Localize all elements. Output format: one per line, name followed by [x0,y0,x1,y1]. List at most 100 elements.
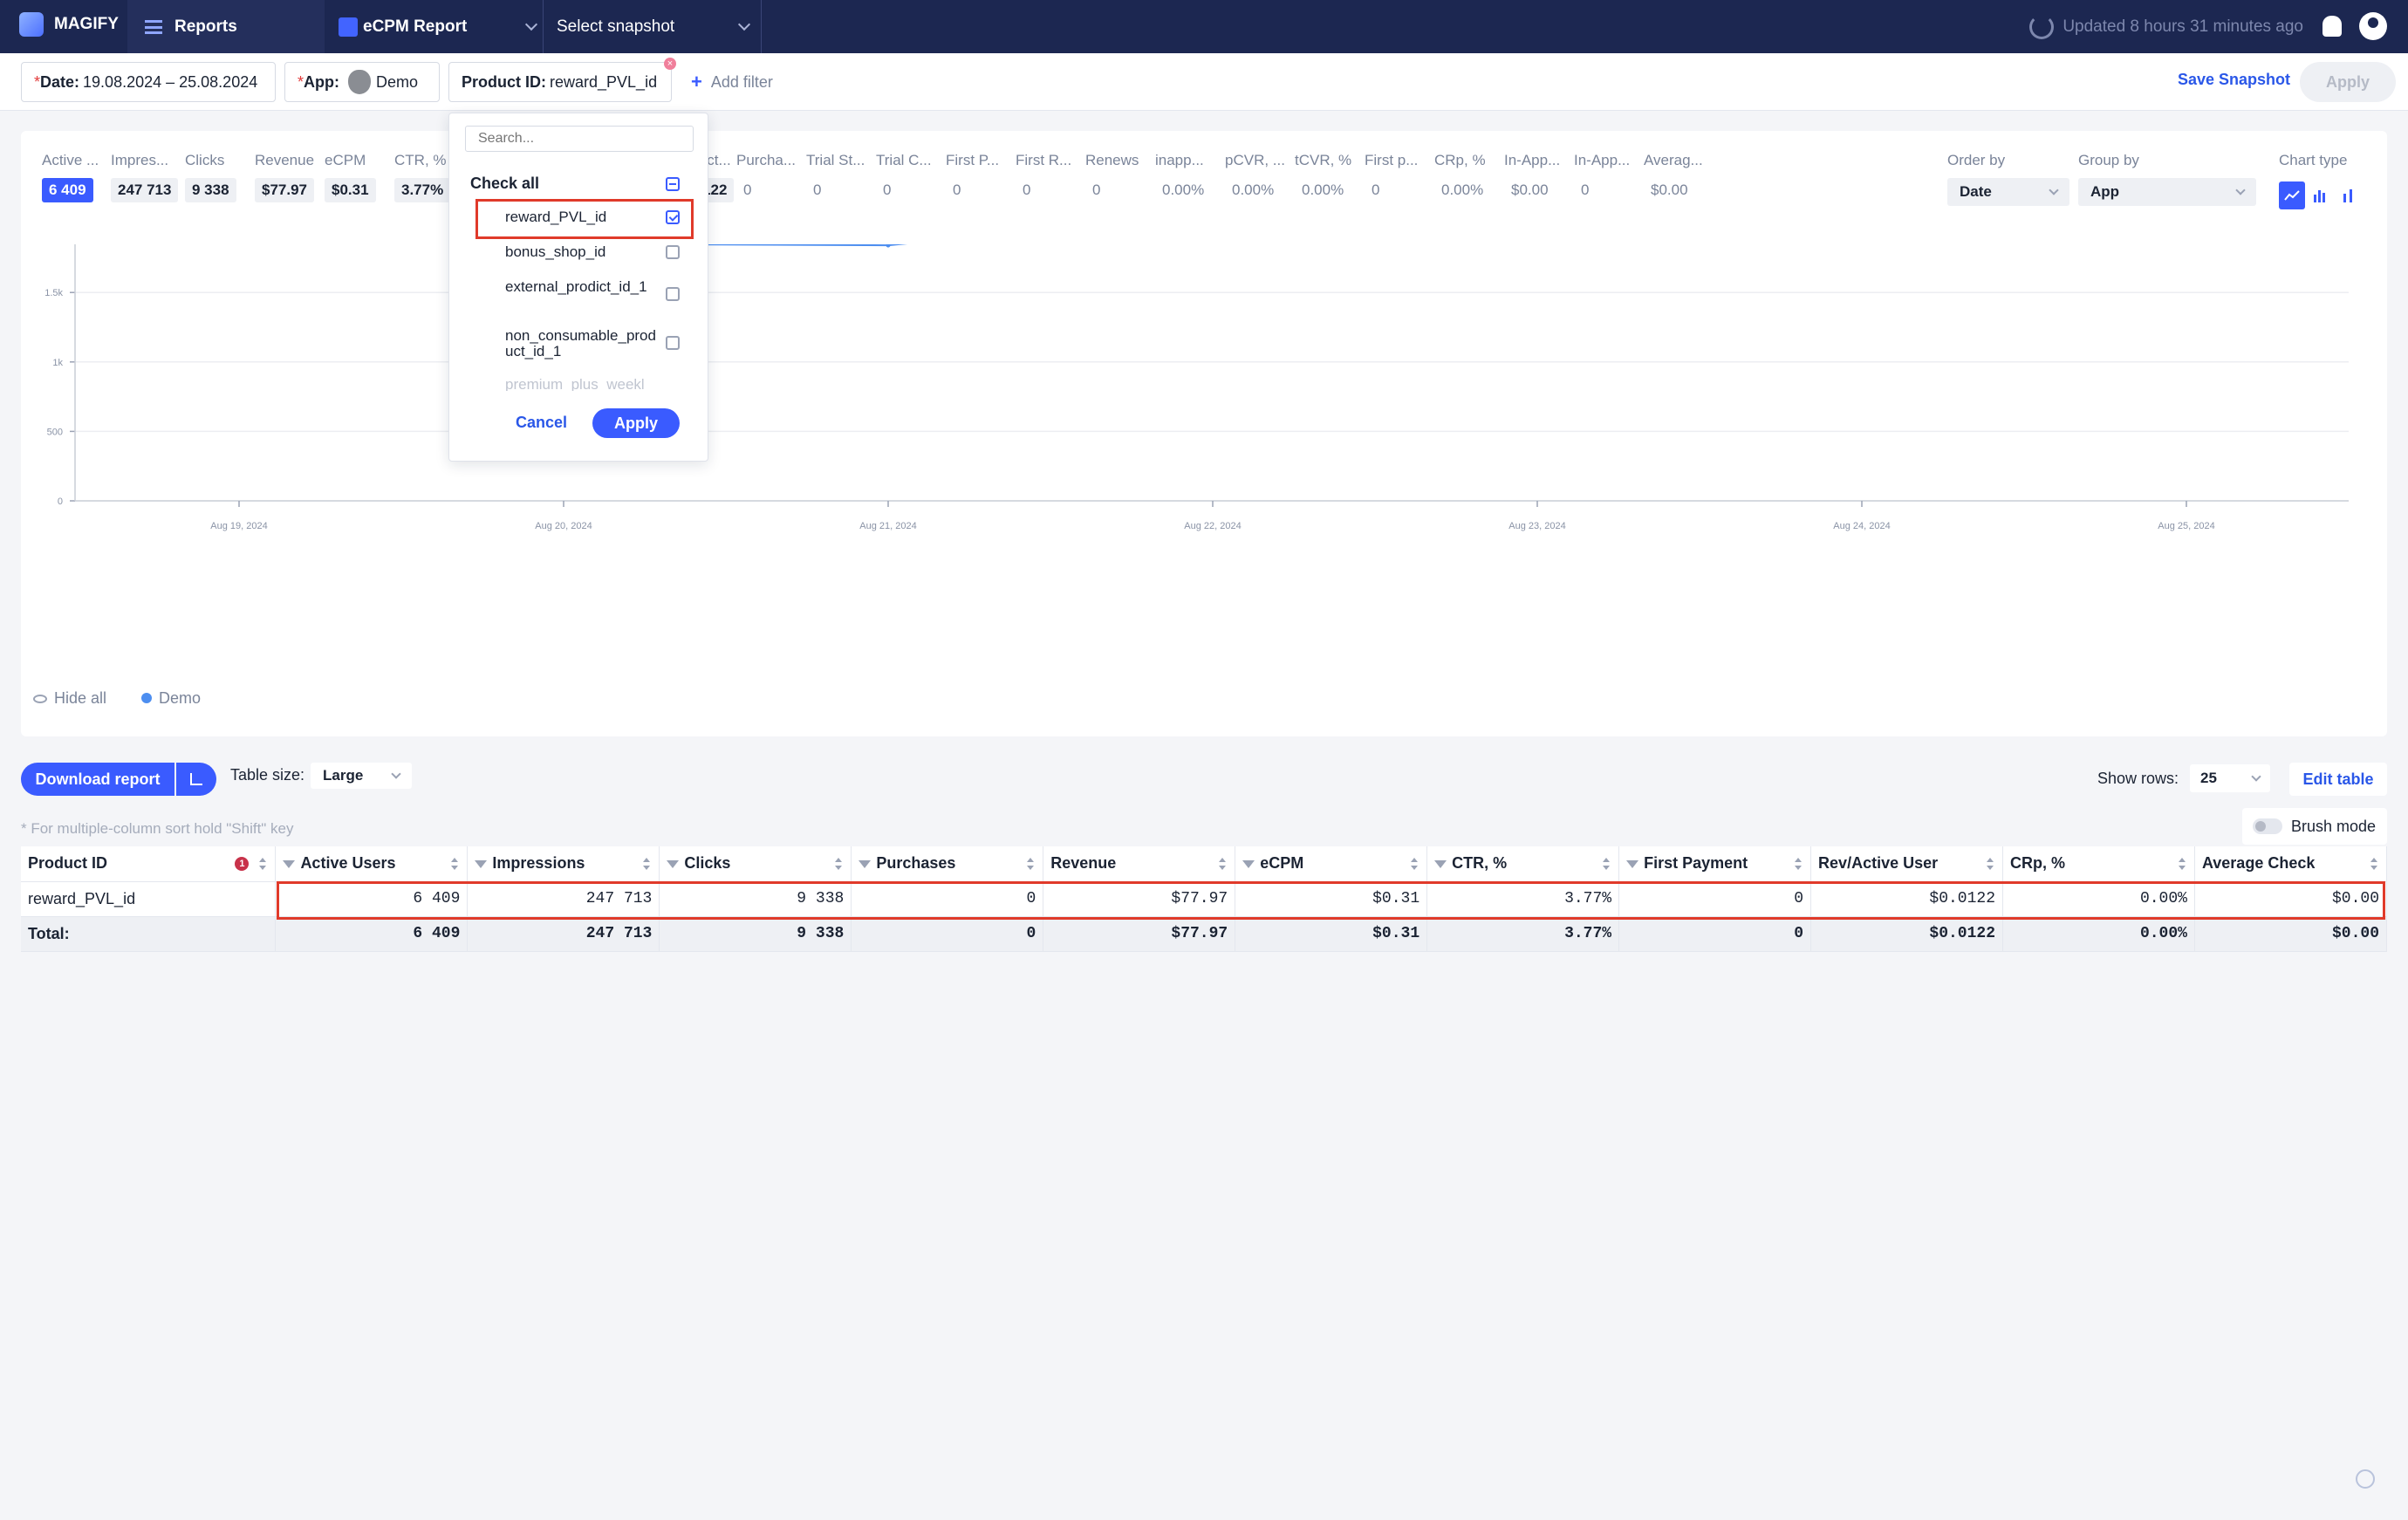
metric-10[interactable]: Purcha... 0 [736,152,806,202]
option-label[interactable]: external_prodict_id_1 [505,278,647,295]
metric-5[interactable]: CTR, % 3.77% [394,152,464,202]
metric-12[interactable]: Trial C... 0 [876,152,946,202]
bar-chart-button[interactable] [2307,181,2333,209]
column-header[interactable]: Active Users [275,846,469,882]
stacked-bar-button[interactable] [2335,181,2361,209]
metric-0[interactable]: Active ... 6 409 [42,152,112,202]
save-snapshot-button[interactable]: Save Snapshot [2178,71,2291,88]
column-header[interactable]: Impressions [467,846,660,882]
column-header[interactable]: Purchases [851,846,1044,882]
metric-16[interactable]: inapp... 0.00% [1155,152,1225,202]
snapshot-selector[interactable]: Select snapshot [544,0,761,53]
column-header[interactable]: Clicks [659,846,852,882]
column-label: Clicks [684,854,731,873]
sort-icon[interactable] [259,858,267,870]
check-all-label[interactable]: Check all [470,175,540,192]
option-checkbox[interactable] [666,210,680,224]
metric-19[interactable]: First p... 0 [1365,152,1434,202]
filter-icon[interactable] [475,860,488,868]
date-filter[interactable]: * Date: 19.08.2024 – 25.08.2024 [21,62,276,102]
metric-4[interactable]: eCPM $0.31 [325,152,394,202]
x-tick-label: Aug 22, 2024 [1184,521,1241,531]
metric-13[interactable]: First P... 0 [946,152,1016,202]
sort-icon[interactable] [2370,858,2377,870]
hide-all-button[interactable]: Hide all [33,689,106,708]
filter-icon[interactable] [283,860,296,868]
chevron-down-icon [737,17,751,31]
sort-icon[interactable] [1795,858,1803,870]
sort-icon[interactable] [643,858,651,870]
option-label[interactable]: non_consumable_product_id_1 [505,327,656,359]
popup-apply-button[interactable]: Apply [592,408,680,438]
toggle-switch[interactable] [2253,818,2282,834]
download-options-button[interactable] [176,763,216,796]
table-cell: $0.0122 [1810,916,2004,952]
filter-icon[interactable] [1626,860,1639,868]
settings-circle-icon[interactable] [2356,1469,2375,1489]
metric-18[interactable]: tCVR, % 0.00% [1295,152,1365,202]
column-header[interactable]: First Payment [1618,846,1812,882]
user-avatar-icon[interactable] [2359,12,2387,40]
refresh-icon[interactable] [2029,14,2055,39]
sort-icon[interactable] [1027,858,1035,870]
metric-21[interactable]: In-App... $0.00 [1504,152,1574,202]
column-header[interactable]: Average Check [2194,846,2388,882]
sort-icon[interactable] [835,858,843,870]
metric-2[interactable]: Clicks 9 338 [185,152,255,202]
metric-20[interactable]: CRp, % 0.00% [1434,152,1504,202]
sort-icon[interactable] [1219,858,1227,870]
popup-search-input[interactable] [465,126,694,152]
metric-22[interactable]: In-App... 0 [1574,152,1644,202]
metric-11[interactable]: Trial St... 0 [806,152,876,202]
download-report-button[interactable]: Download report [21,763,174,796]
sort-icon[interactable] [1603,858,1611,870]
remove-filter-icon[interactable]: × [664,58,676,70]
report-selector[interactable]: eCPM Report [339,0,543,53]
metric-1[interactable]: Impres... 247 713 [111,152,181,202]
metric-14[interactable]: First R... 0 [1016,152,1085,202]
metric-15[interactable]: Renews 0 [1085,152,1155,202]
option-checkbox[interactable] [666,287,680,301]
line-chart-button[interactable] [2279,181,2305,209]
popup-cancel-button[interactable]: Cancel [516,414,568,431]
sort-icon[interactable] [1987,858,1994,870]
sort-icon[interactable] [451,858,459,870]
option-label[interactable]: bonus_shop_id [505,243,606,260]
option-checkbox[interactable] [666,336,680,350]
brand-logo[interactable]: MAGIFY [19,12,119,37]
app-filter[interactable]: * App: Demo [284,62,440,102]
filter-icon[interactable] [667,860,680,868]
option-label[interactable]: reward_PVL_id [505,209,607,225]
column-label: Rev/Active User [1818,854,1939,873]
column-header[interactable]: Rev/Active User [1810,846,2004,882]
filter-icon[interactable] [1242,860,1255,868]
column-header[interactable]: Revenue [1043,846,1236,882]
sort-icon[interactable] [1411,858,1419,870]
add-filter-button[interactable]: + Add filter [691,62,773,102]
check-all-checkbox[interactable] [666,177,680,191]
column-header[interactable]: CTR, % [1426,846,1620,882]
order-by-select[interactable]: Date [1947,178,2069,206]
show-rows-select[interactable]: 25 [2190,764,2270,792]
table-size-value: Large [323,767,364,784]
metric-3[interactable]: Revenue $77.97 [255,152,325,202]
metric-17[interactable]: pCVR, ... 0.00% [1225,152,1295,202]
group-by-select[interactable]: App [2078,178,2256,206]
metric-23[interactable]: Averag... $0.00 [1644,152,1714,202]
column-header[interactable]: eCPM [1235,846,1428,882]
filter-icon[interactable] [859,860,872,868]
column-header[interactable]: Product ID 1 [21,846,277,882]
edit-table-button[interactable]: Edit table [2289,763,2387,796]
filter-icon[interactable] [1434,860,1447,868]
table-size-select[interactable]: Large [311,763,412,789]
sort-icon[interactable] [2178,858,2186,870]
notifications-bell-icon[interactable] [2322,16,2342,37]
option-label[interactable]: premium_plus_weekl [505,377,645,391]
legend-item-demo[interactable]: Demo [141,689,201,708]
brush-mode-toggle[interactable]: Brush mode [2242,808,2387,845]
apply-filters-button[interactable]: Apply [2300,62,2396,102]
column-header[interactable]: CRp, % [2002,846,2195,882]
product-id-filter[interactable]: Product ID: reward_PVL_id × [448,58,676,102]
option-checkbox[interactable] [666,245,680,259]
reports-menu[interactable]: Reports [127,0,325,53]
